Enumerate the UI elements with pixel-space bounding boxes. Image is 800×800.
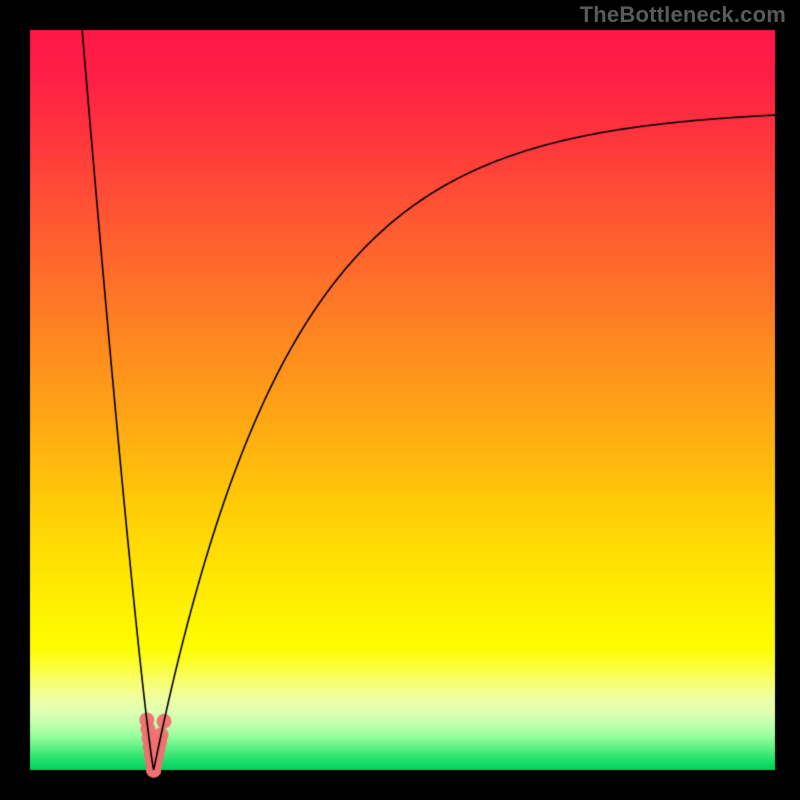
bottleneck-canvas xyxy=(0,0,800,800)
chart-stage: TheBottleneck.com xyxy=(0,0,800,800)
